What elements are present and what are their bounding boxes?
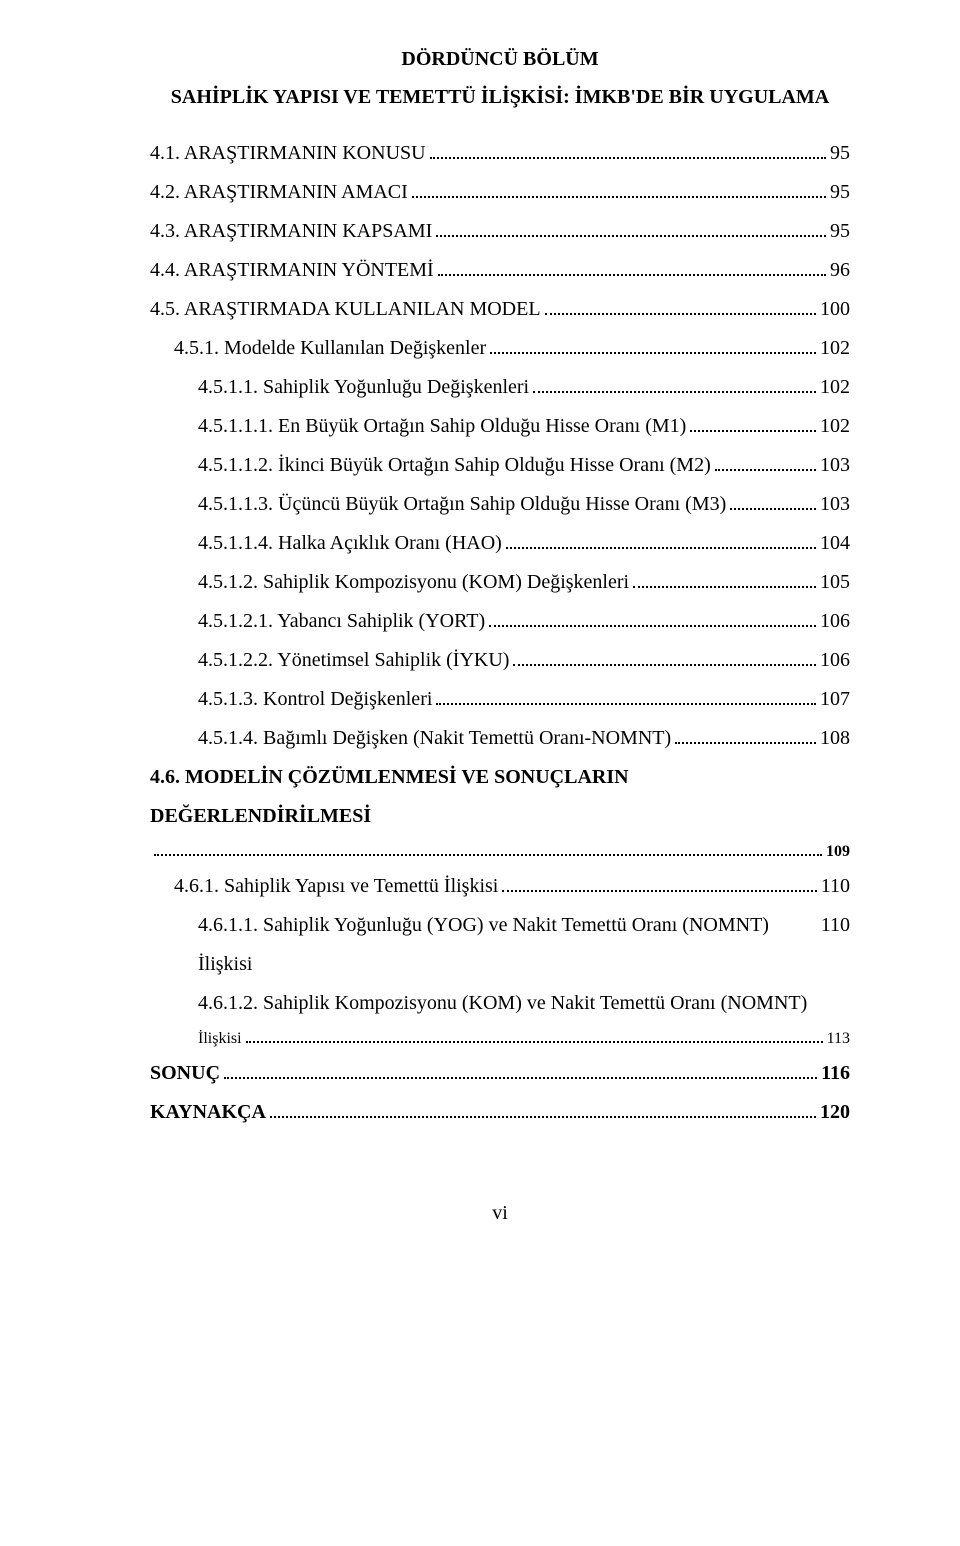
toc-entry: 4.6.1.1. Sahiplik Yoğunluğu (YOG) ve Nak… <box>150 906 850 984</box>
toc-page: 95 <box>830 173 850 212</box>
toc-title: 4.5.1.1.4. Halka Açıklık Oranı (HAO) <box>198 524 502 563</box>
toc-title: SONUÇ <box>150 1054 220 1093</box>
toc-entry: 4.5.1.4. Bağımlı Değişken (Nakit Temettü… <box>150 719 850 758</box>
toc-entry: 4.5.1. Modelde Kullanılan Değişkenler 102 <box>150 329 850 368</box>
section-heading-line2: SAHİPLİK YAPISI VE TEMETTÜ İLİŞKİSİ: İMK… <box>150 78 850 116</box>
toc-leader <box>154 845 822 856</box>
toc-entry: 4.2. ARAŞTIRMANIN AMACI 95 <box>150 173 850 212</box>
toc-title: 4.2. ARAŞTIRMANIN AMACI <box>150 173 408 212</box>
toc-page: 107 <box>820 680 850 719</box>
toc-title: 4.5.1.2. Sahiplik Kompozisyonu (KOM) Değ… <box>198 563 629 602</box>
toc-leader <box>436 692 816 705</box>
toc-entry: 4.6.1. Sahiplik Yapısı ve Temettü İlişki… <box>150 867 850 906</box>
toc-title: 4.6.1.1. Sahiplik Yoğunluğu (YOG) ve Nak… <box>198 906 821 984</box>
toc-title: 4.6.1.2. Sahiplik Kompozisyonu (KOM) ve … <box>198 984 850 1023</box>
toc-leader <box>412 185 826 198</box>
toc-page: 103 <box>820 485 850 524</box>
toc-entry: 4.6. MODELİN ÇÖZÜMLENMESİ VE SONUÇLARIN … <box>150 758 850 867</box>
toc-title: 4.6. MODELİN ÇÖZÜMLENMESİ VE SONUÇLARIN … <box>150 758 850 836</box>
toc-title: KAYNAKÇA <box>150 1093 266 1132</box>
toc-title: 4.5.1.2.1. Yabancı Sahiplik (YORT) <box>198 602 485 641</box>
toc-leader <box>513 653 816 666</box>
toc-entry: 4.5.1.1. Sahiplik Yoğunluğu Değişkenleri… <box>150 368 850 407</box>
toc-page: 95 <box>830 212 850 251</box>
toc-leader <box>715 458 816 471</box>
toc-title: İlişkisi <box>198 1023 242 1054</box>
toc-page: 106 <box>820 641 850 680</box>
toc-page: 110 <box>821 867 850 906</box>
toc-page: 105 <box>820 563 850 602</box>
toc-entry: 4.5.1.2.2. Yönetimsel Sahiplik (İYKU) 106 <box>150 641 850 680</box>
toc-entry: 4.3. ARAŞTIRMANIN KAPSAMI 95 <box>150 212 850 251</box>
toc-title: 4.5.1. Modelde Kullanılan Değişkenler <box>174 329 486 368</box>
toc-title: 4.5.1.1.3. Üçüncü Büyük Ortağın Sahip Ol… <box>198 485 726 524</box>
toc-title: 4.5.1.3. Kontrol Değişkenleri <box>198 680 432 719</box>
toc-leader <box>246 1032 823 1043</box>
toc-page: 106 <box>820 602 850 641</box>
toc-leader <box>506 536 816 549</box>
toc-page: 100 <box>820 290 850 329</box>
toc-entry: 4.1. ARAŞTIRMANIN KONUSU 95 <box>150 134 850 173</box>
toc-leader <box>545 302 816 315</box>
page-number: vi <box>150 1202 850 1225</box>
toc-page: 104 <box>820 524 850 563</box>
toc-title: 4.3. ARAŞTIRMANIN KAPSAMI <box>150 212 432 251</box>
toc-entry: SONUÇ 116 <box>150 1054 850 1093</box>
toc-page: 95 <box>830 134 850 173</box>
toc-title: 4.1. ARAŞTIRMANIN KONUSU <box>150 134 426 173</box>
toc-title: 4.5.1.2.2. Yönetimsel Sahiplik (İYKU) <box>198 641 509 680</box>
toc-entry: 4.5. ARAŞTIRMADA KULLANILAN MODEL 100 <box>150 290 850 329</box>
toc-leader <box>533 380 816 393</box>
toc-page: 110 <box>821 906 850 945</box>
toc-entry: 4.5.1.1.4. Halka Açıklık Oranı (HAO) 104 <box>150 524 850 563</box>
toc-entry: 4.5.1.1.3. Üçüncü Büyük Ortağın Sahip Ol… <box>150 485 850 524</box>
toc-leader <box>270 1105 816 1118</box>
toc-page: 109 <box>826 836 850 867</box>
toc-entry: 4.5.1.2. Sahiplik Kompozisyonu (KOM) Değ… <box>150 563 850 602</box>
toc-entry: 4.6.1.2. Sahiplik Kompozisyonu (KOM) ve … <box>150 984 850 1054</box>
toc-entry: 4.4. ARAŞTIRMANIN YÖNTEMİ 96 <box>150 251 850 290</box>
toc-title: 4.5. ARAŞTIRMADA KULLANILAN MODEL <box>150 290 541 329</box>
toc-title: 4.5.1.1. Sahiplik Yoğunluğu Değişkenleri <box>198 368 529 407</box>
toc-page: 102 <box>820 407 850 446</box>
toc-page: 103 <box>820 446 850 485</box>
toc-leader <box>430 146 826 159</box>
toc-leader <box>490 341 816 354</box>
toc-title: 4.6.1. Sahiplik Yapısı ve Temettü İlişki… <box>174 867 498 906</box>
table-of-contents: 4.1. ARAŞTIRMANIN KONUSU954.2. ARAŞTIRMA… <box>150 134 850 1132</box>
toc-leader <box>438 263 826 276</box>
toc-page: 102 <box>820 368 850 407</box>
toc-title: 4.5.1.4. Bağımlı Değişken (Nakit Temettü… <box>198 719 671 758</box>
toc-page: 113 <box>827 1023 850 1054</box>
toc-leader <box>690 419 816 432</box>
toc-page: 108 <box>820 719 850 758</box>
toc-title: 4.5.1.1.2. İkinci Büyük Ortağın Sahip Ol… <box>198 446 711 485</box>
toc-title: 4.4. ARAŞTIRMANIN YÖNTEMİ <box>150 251 434 290</box>
section-heading-line1: DÖRDÜNCÜ BÖLÜM <box>150 40 850 78</box>
toc-entry: 4.5.1.2.1. Yabancı Sahiplik (YORT) 106 <box>150 602 850 641</box>
toc-leader <box>730 497 816 510</box>
toc-leader <box>224 1066 817 1079</box>
toc-leader <box>489 614 816 627</box>
toc-title: 4.5.1.1.1. En Büyük Ortağın Sahip Olduğu… <box>198 407 686 446</box>
toc-leader <box>502 879 816 892</box>
toc-leader <box>675 731 816 744</box>
toc-entry: 4.5.1.1.1. En Büyük Ortağın Sahip Olduğu… <box>150 407 850 446</box>
toc-page: 116 <box>821 1054 850 1093</box>
toc-page: 102 <box>820 329 850 368</box>
toc-page: 120 <box>820 1093 850 1132</box>
toc-entry: 4.5.1.3. Kontrol Değişkenleri 107 <box>150 680 850 719</box>
toc-entry: 4.5.1.1.2. İkinci Büyük Ortağın Sahip Ol… <box>150 446 850 485</box>
toc-entry: KAYNAKÇA 120 <box>150 1093 850 1132</box>
toc-leader <box>436 224 826 237</box>
toc-leader <box>633 575 816 588</box>
toc-page: 96 <box>830 251 850 290</box>
